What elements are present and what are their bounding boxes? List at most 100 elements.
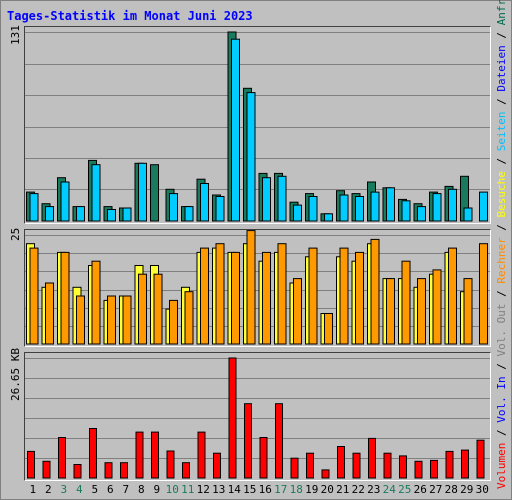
bar-dateien-day-22 bbox=[355, 196, 364, 222]
bar-dateien-day-11 bbox=[184, 206, 194, 222]
legend-side-labels: Volumen / Vol. In / Vol. Out / Rechner /… bbox=[495, 0, 508, 489]
x-tick-label-day-1: 1 bbox=[29, 483, 37, 496]
bar-volumen-day-28 bbox=[445, 450, 454, 479]
bar-dateien-day-3 bbox=[60, 181, 70, 222]
bar-volumen-day-16 bbox=[259, 437, 268, 479]
bar-volumen-day-25 bbox=[399, 455, 407, 479]
bar-volumen-day-23 bbox=[368, 437, 376, 479]
x-tick-label-day-8: 8 bbox=[137, 483, 145, 496]
legend-label: Vol. In bbox=[495, 376, 508, 423]
x-tick-label-day-30: 30 bbox=[475, 483, 489, 496]
x-tick-label-day-19: 19 bbox=[305, 483, 319, 496]
bar-dateien-day-4 bbox=[76, 206, 85, 222]
bar-rechner-day-4 bbox=[76, 295, 85, 345]
visits-hosts-chart bbox=[25, 230, 490, 345]
x-tick-label-day-6: 6 bbox=[106, 483, 114, 496]
bar-volumen-day-14 bbox=[228, 357, 237, 479]
bar-dateien-day-18 bbox=[293, 204, 302, 222]
bar-dateien-day-17 bbox=[277, 175, 287, 222]
x-tick-label-day-12: 12 bbox=[196, 483, 210, 496]
bar-rechner-day-28 bbox=[448, 247, 457, 345]
bar-rechner-day-15 bbox=[246, 230, 256, 345]
legend-label: Anfragen bbox=[495, 0, 508, 25]
x-tick-label-day-20: 20 bbox=[320, 483, 334, 496]
bar-volumen-day-4 bbox=[73, 464, 82, 479]
bar-rechner-day-21 bbox=[339, 247, 349, 345]
bar-volumen-day-12 bbox=[197, 431, 206, 479]
bar-dateien-day-23 bbox=[370, 191, 380, 222]
bar-rechner-day-26 bbox=[417, 278, 426, 345]
x-tick-label-day-9: 9 bbox=[153, 483, 161, 496]
x-tick-label-day-27: 27 bbox=[429, 483, 443, 496]
bar-dateien-day-26 bbox=[417, 206, 426, 222]
bar-volumen-day-27 bbox=[430, 459, 438, 479]
x-tick-label-day-5: 5 bbox=[91, 483, 99, 496]
legend-separator: / bbox=[495, 283, 508, 304]
x-tick-label-day-17: 17 bbox=[274, 483, 288, 496]
x-tick-label-day-4: 4 bbox=[75, 483, 83, 496]
bar-rechner-day-16 bbox=[262, 251, 271, 345]
legend-label: Seiten bbox=[495, 111, 508, 152]
volume-chart bbox=[25, 357, 490, 479]
x-tick-label-day-3: 3 bbox=[60, 483, 68, 496]
x-tick-label-day-10: 10 bbox=[165, 483, 179, 496]
x-tick-label-day-28: 28 bbox=[444, 483, 458, 496]
bar-dateien-day-5 bbox=[91, 164, 101, 222]
bar-rechner-day-7 bbox=[122, 295, 132, 345]
volume-panel bbox=[24, 352, 491, 481]
legend-separator: / bbox=[495, 356, 508, 377]
bar-rechner-day-24 bbox=[386, 278, 395, 345]
requests-files-panel bbox=[24, 26, 491, 224]
bar-anfragen-day-9 bbox=[150, 164, 159, 222]
x-axis-day-labels: 1 2 3 4 5 6 7 8 9 10 11 12 13 14 15 16 17 18 19 20 21 22 23 24 2… bbox=[24, 483, 489, 497]
legend-label: Rechner bbox=[495, 237, 508, 284]
bar-rechner-day-13 bbox=[215, 243, 225, 345]
bar-volumen-day-24 bbox=[383, 452, 392, 479]
x-tick-label-day-15: 15 bbox=[243, 483, 257, 496]
bar-rechner-day-6 bbox=[107, 295, 116, 345]
bar-rechner-day-22 bbox=[355, 251, 364, 345]
bar-dateien-day-24 bbox=[386, 187, 395, 222]
bar-rechner-day-27 bbox=[432, 269, 442, 345]
x-tick-label-day-7: 7 bbox=[122, 483, 130, 496]
x-tick-label-day-2: 2 bbox=[44, 483, 52, 496]
bar-dateien-day-15 bbox=[246, 92, 256, 222]
x-tick-label-day-24: 24 bbox=[382, 483, 396, 496]
bar-rechner-day-8 bbox=[138, 273, 147, 345]
bar-rechner-day-10 bbox=[169, 299, 178, 345]
visits-hosts-panel bbox=[24, 229, 491, 347]
bar-rechner-day-2 bbox=[45, 282, 54, 345]
bar-dateien-day-27 bbox=[432, 193, 442, 222]
bar-dateien-day-10 bbox=[169, 193, 178, 222]
x-tick-label-day-18: 18 bbox=[289, 483, 303, 496]
bar-rechner-day-11 bbox=[184, 291, 194, 345]
bar-dateien-day-20 bbox=[324, 213, 333, 222]
bar-volumen-day-9 bbox=[151, 431, 159, 479]
bar-dateien-day-1 bbox=[29, 193, 39, 222]
bar-rechner-day-12 bbox=[200, 247, 209, 345]
legend-separator: / bbox=[495, 422, 508, 443]
x-tick-label-day-25: 25 bbox=[398, 483, 412, 496]
bar-dateien-day-19 bbox=[308, 196, 318, 222]
bar-volumen-day-17 bbox=[275, 403, 283, 479]
x-tick-label-day-13: 13 bbox=[212, 483, 226, 496]
bottom-panel-max-label: 26.65 KB bbox=[9, 348, 22, 401]
bar-dateien-day-21 bbox=[339, 194, 349, 222]
bar-dateien-day-16 bbox=[262, 177, 271, 222]
bar-dateien-day-29 bbox=[463, 207, 473, 222]
legend-separator: / bbox=[495, 91, 508, 112]
x-tick-label-day-23: 23 bbox=[367, 483, 381, 496]
legend-separator: / bbox=[495, 25, 508, 46]
bar-volumen-day-29 bbox=[461, 449, 469, 479]
bar-rechner-day-18 bbox=[293, 278, 302, 345]
bar-dateien-day-7 bbox=[122, 207, 132, 222]
bar-volumen-day-19 bbox=[306, 452, 314, 479]
x-tick-label-day-16: 16 bbox=[258, 483, 272, 496]
bar-dateien-day-30 bbox=[479, 191, 488, 222]
bar-volumen-day-22 bbox=[352, 452, 361, 479]
chart-title: Tages-Statistik im Monat Juni 2023 bbox=[7, 9, 253, 23]
bar-rechner-day-14 bbox=[231, 251, 240, 345]
bar-rechner-day-9 bbox=[153, 273, 163, 345]
legend-label: Besuche bbox=[495, 171, 508, 218]
